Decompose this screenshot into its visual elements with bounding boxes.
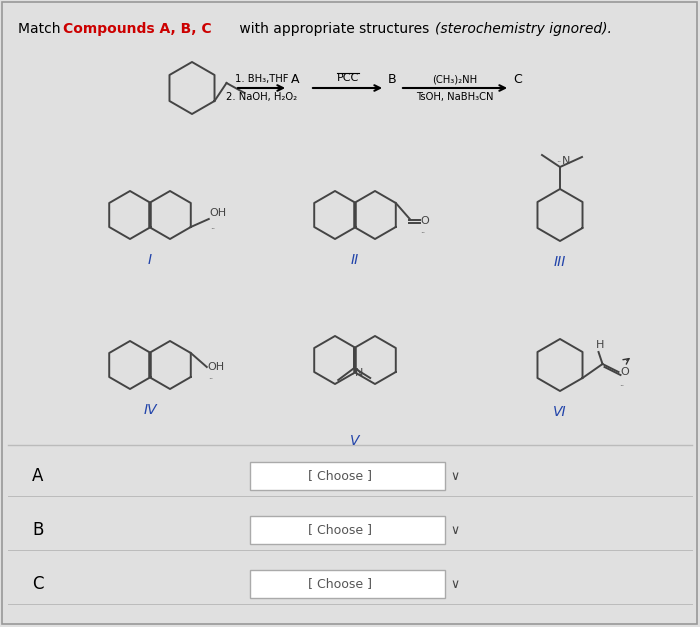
Text: OH: OH <box>210 208 227 218</box>
Text: ..: .. <box>620 379 625 388</box>
Text: H: H <box>596 340 605 350</box>
Text: A: A <box>291 73 300 86</box>
Text: O: O <box>421 216 430 226</box>
Text: I: I <box>148 253 152 267</box>
Text: ..: .. <box>349 368 354 377</box>
Text: OH: OH <box>208 362 225 372</box>
Text: O: O <box>620 367 629 377</box>
FancyBboxPatch shape <box>250 516 445 544</box>
Text: Match: Match <box>18 22 65 36</box>
Text: A: A <box>32 467 43 485</box>
Text: (CH₃)₂NH: (CH₃)₂NH <box>433 74 477 84</box>
Text: II: II <box>351 253 359 267</box>
Text: ..: .. <box>420 226 425 235</box>
Text: C: C <box>32 575 43 593</box>
Text: (sterochemistry ignored).: (sterochemistry ignored). <box>435 22 612 36</box>
Text: [ Choose ]: [ Choose ] <box>307 524 372 537</box>
Text: [ Choose ]: [ Choose ] <box>307 470 372 483</box>
Text: B: B <box>388 73 397 86</box>
Text: N: N <box>355 368 363 378</box>
Text: N: N <box>562 156 570 166</box>
Text: PCC: PCC <box>337 73 358 83</box>
Text: ∨: ∨ <box>450 470 460 483</box>
Text: IV: IV <box>144 403 157 417</box>
Text: C: C <box>513 73 522 86</box>
FancyBboxPatch shape <box>250 570 445 598</box>
Text: 2. NaOH, H₂O₂: 2. NaOH, H₂O₂ <box>226 92 297 102</box>
FancyBboxPatch shape <box>250 462 445 490</box>
Text: III: III <box>554 255 566 269</box>
Text: ..: .. <box>556 155 561 164</box>
Text: ∨: ∨ <box>450 577 460 591</box>
Text: with appropriate structures: with appropriate structures <box>235 22 433 36</box>
Text: Compounds A, B, C: Compounds A, B, C <box>63 22 211 36</box>
Text: B: B <box>32 521 43 539</box>
Text: [ Choose ]: [ Choose ] <box>307 577 372 591</box>
Text: V: V <box>350 434 360 448</box>
Text: ..: .. <box>210 222 215 231</box>
Text: ∨: ∨ <box>450 524 460 537</box>
Text: ..: .. <box>208 372 213 381</box>
Text: 1. BH₃,THF: 1. BH₃,THF <box>234 74 288 84</box>
Text: VI: VI <box>553 405 567 419</box>
Text: TsOH, NaBH₃CN: TsOH, NaBH₃CN <box>416 92 494 102</box>
